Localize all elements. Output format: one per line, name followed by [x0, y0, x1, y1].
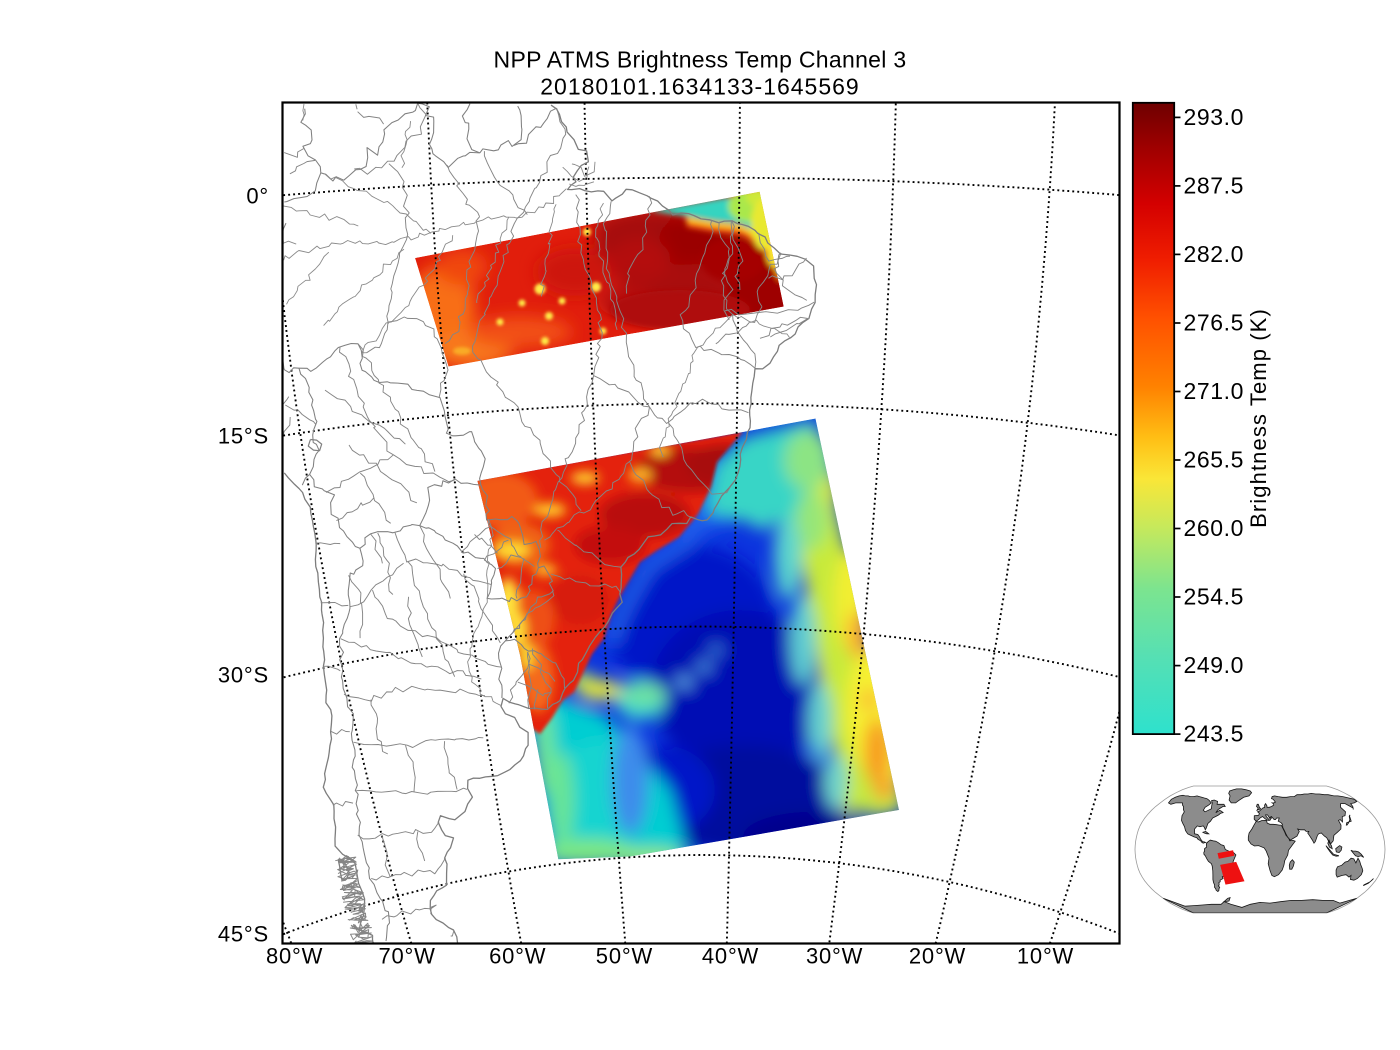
- svg-text:50°W: 50°W: [596, 944, 653, 969]
- svg-text:249.0: 249.0: [1184, 652, 1245, 678]
- svg-text:70°W: 70°W: [378, 944, 435, 969]
- svg-text:293.0: 293.0: [1184, 104, 1245, 130]
- svg-text:0°: 0°: [246, 184, 269, 209]
- svg-text:30°W: 30°W: [806, 944, 863, 969]
- svg-text:265.5: 265.5: [1184, 447, 1245, 473]
- svg-text:30°S: 30°S: [218, 663, 269, 688]
- svg-text:60°W: 60°W: [489, 944, 546, 969]
- svg-text:80°W: 80°W: [266, 944, 323, 969]
- svg-text:260.0: 260.0: [1184, 515, 1245, 541]
- svg-text:276.5: 276.5: [1184, 310, 1245, 336]
- svg-text:287.5: 287.5: [1184, 172, 1245, 198]
- svg-text:40°W: 40°W: [702, 944, 759, 969]
- svg-text:271.0: 271.0: [1184, 378, 1245, 404]
- svg-text:254.5: 254.5: [1184, 584, 1245, 610]
- svg-text:45°S: 45°S: [218, 922, 269, 947]
- svg-text:20180101.1634133-1645569: 20180101.1634133-1645569: [540, 74, 859, 100]
- svg-text:Brightness Temp (K): Brightness Temp (K): [1246, 308, 1271, 528]
- svg-text:282.0: 282.0: [1184, 241, 1245, 267]
- svg-text:NPP ATMS Brightness Temp Chann: NPP ATMS Brightness Temp Channel 3: [494, 47, 907, 73]
- svg-text:15°S: 15°S: [218, 424, 269, 449]
- svg-text:20°W: 20°W: [909, 944, 966, 969]
- svg-text:10°W: 10°W: [1017, 944, 1074, 969]
- svg-text:243.5: 243.5: [1184, 721, 1245, 747]
